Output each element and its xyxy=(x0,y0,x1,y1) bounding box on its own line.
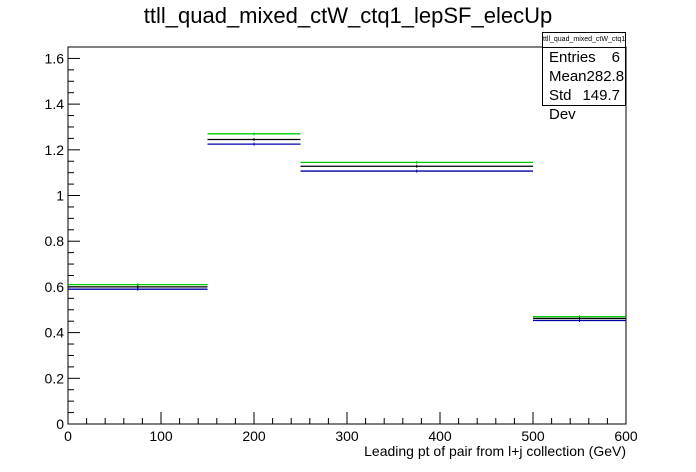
y-tick-label: 0.4 xyxy=(45,325,65,341)
x-tick-label: 300 xyxy=(335,428,359,444)
x-tick-label: 0 xyxy=(64,428,72,444)
y-tick-label: 0.8 xyxy=(45,233,65,249)
axes: 0 100 200 300 400 500 600 0 0.2 0.4 0.6 0.8 1 1.2 1.4 1… xyxy=(45,46,638,444)
series-1 xyxy=(68,138,626,320)
stats-value: 282.8 xyxy=(586,68,625,85)
series-2 xyxy=(68,142,626,322)
x-axis-label: Leading pt of pair from l+j collection (… xyxy=(364,443,626,459)
chart-title: ttll_quad_mixed_ctW_ctq1_lepSF_elecUp xyxy=(143,3,553,28)
stats-row-stddev: Std Dev 149.7 xyxy=(543,86,625,124)
stats-value: 149.7 xyxy=(582,87,620,104)
data-series xyxy=(68,132,626,322)
stats-row-entries: Entries 6 xyxy=(543,48,625,67)
x-tick-label: 200 xyxy=(242,428,266,444)
stats-row-mean: Mean 282.8 xyxy=(543,67,625,86)
y-tick-label: 0 xyxy=(56,416,64,432)
y-tick-label: 0.2 xyxy=(45,370,65,386)
x-tick-label: 400 xyxy=(428,428,452,444)
x-tick-label: 600 xyxy=(614,428,638,444)
y-tick-label: 1.2 xyxy=(45,142,65,158)
x-tick-label: 100 xyxy=(149,428,173,444)
stats-label: Mean xyxy=(549,68,587,85)
y-tick-label: 1.6 xyxy=(45,50,65,66)
y-tick-label: 1 xyxy=(56,188,64,204)
stats-box-title: ttll_quad_mixed_ctW_ctq1_lepSF_elecUp xyxy=(543,33,625,48)
stats-box: ttll_quad_mixed_ctW_ctq1_lepSF_elecUp En… xyxy=(542,32,626,123)
stats-label: Entries xyxy=(549,49,596,66)
x-tick-label: 500 xyxy=(521,428,545,444)
stats-value: 6 xyxy=(611,49,620,66)
y-tick-label: 0.6 xyxy=(45,279,65,295)
stats-label: Std Dev xyxy=(549,87,576,123)
y-tick-label: 1.4 xyxy=(45,96,65,112)
series-0 xyxy=(68,132,626,319)
